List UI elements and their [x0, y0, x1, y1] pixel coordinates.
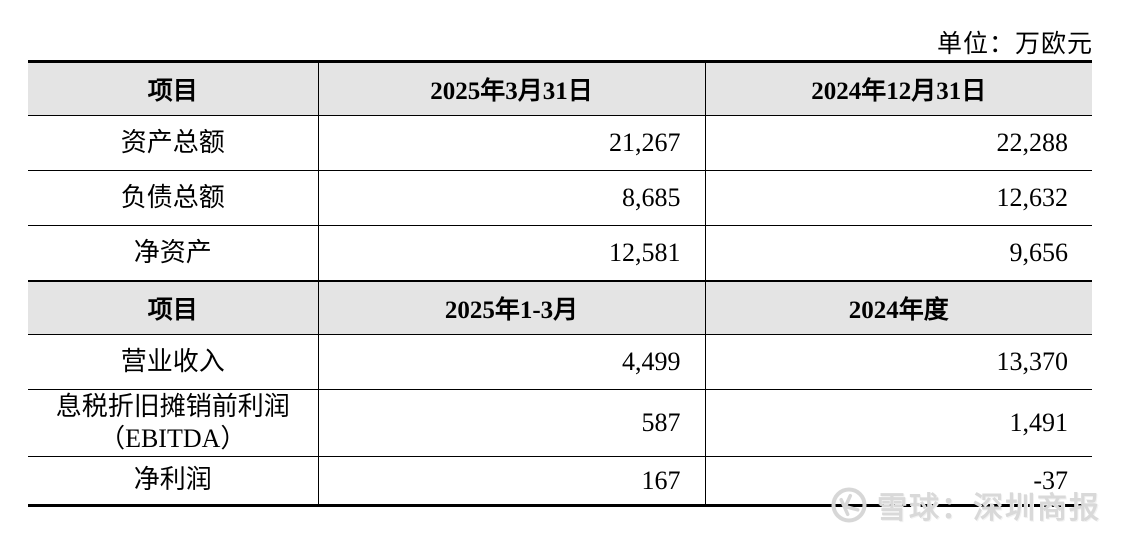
financial-summary-table: 项目 2025年3月31日 2024年12月31日 资产总额 21,267 22…	[28, 60, 1092, 507]
table-row-total-liabilities: 负债总额 8,685 12,632	[28, 170, 1092, 226]
header-period-2024-fy: 2024年度	[704, 279, 1092, 335]
table-row-total-assets: 资产总额 21,267 22,288	[28, 115, 1092, 171]
table-row-revenue: 营业收入 4,499 13,370	[28, 334, 1092, 390]
header-date-2025-03-31: 2025年3月31日	[317, 61, 705, 116]
row-label: 息税折旧摊销前利润 （EBITDA）	[28, 389, 318, 457]
header-item: 项目	[28, 61, 318, 116]
net-profit-prior-value: -37	[1033, 465, 1068, 495]
table-row-net-assets: 净资产 12,581 9,656	[28, 225, 1092, 281]
row-value-current: 21,267	[317, 115, 705, 171]
row-value-current: 587	[317, 389, 705, 457]
header-date-2024-12-31: 2024年12月31日	[704, 61, 1092, 116]
row-value-prior: 1,491	[704, 389, 1092, 457]
header-period-2025-q1: 2025年1-3月	[317, 279, 705, 335]
table-row-net-profit: 净利润 167 -37	[28, 456, 1092, 506]
row-value-current: 4,499	[317, 334, 705, 390]
row-value-prior: 22,288	[704, 115, 1092, 171]
row-value-prior: 9,656	[704, 225, 1092, 281]
income-statement-header-row: 项目 2025年1-3月 2024年度	[28, 279, 1092, 335]
table-row-ebitda: 息税折旧摊销前利润 （EBITDA） 587 1,491	[28, 389, 1092, 457]
row-label: 负债总额	[28, 170, 318, 226]
row-label: 营业收入	[28, 334, 318, 390]
row-value-current: 12,581	[317, 225, 705, 281]
row-label: 净利润	[28, 456, 318, 506]
row-value-current: 8,685	[317, 170, 705, 226]
balance-sheet-header-row: 项目 2025年3月31日 2024年12月31日	[28, 61, 1092, 116]
unit-label: 单位：万欧元	[936, 31, 1093, 58]
header-item: 项目	[28, 279, 318, 335]
row-value-prior: -37	[704, 456, 1092, 506]
row-label: 净资产	[28, 225, 318, 281]
row-value-prior: 12,632	[704, 170, 1092, 226]
row-value-prior: 13,370	[704, 334, 1092, 390]
row-label: 资产总额	[28, 115, 318, 171]
row-value-current: 167	[317, 456, 705, 506]
